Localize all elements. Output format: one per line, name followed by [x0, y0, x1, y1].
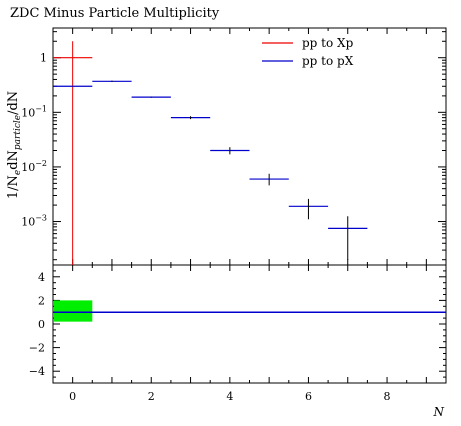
ratio-plot-frame: [52, 264, 447, 384]
ratio-uncertainty-band: [54, 300, 93, 322]
ratio-plot-axes: 0 2 4 6 8 4 2 0 −2 −4: [29, 264, 447, 403]
legend-label: pp to pX: [302, 54, 354, 68]
legend: pp to Xp pp to pX: [262, 36, 354, 68]
ratio-y-tick-label: 2: [38, 294, 45, 307]
y-tick-label: 1: [40, 52, 47, 65]
ratio-y-tick-label: −4: [29, 365, 45, 378]
main-plot-frame: [52, 27, 447, 266]
data-point-pp-to-px: [328, 216, 368, 260]
y-tick-label: 10−3: [21, 214, 47, 229]
x-tick-label: 8: [384, 390, 391, 403]
y-axis-label: 1/NedNparticle/dN: [6, 91, 23, 199]
x-tick-label: 4: [226, 390, 233, 403]
data-point-pp-to-px: [288, 198, 329, 220]
x-tick-label: 6: [305, 390, 312, 403]
x-tick-label: 0: [69, 390, 76, 403]
chart-title: ZDC Minus Particle Multiplicity: [10, 6, 220, 21]
ratio-y-tick-label: −2: [29, 342, 45, 355]
ratio-y-tick-label: 4: [38, 271, 45, 284]
x-axis-label: N: [433, 405, 445, 419]
y-tick-label: 10−1: [21, 104, 47, 119]
data-point-pp-to-px: [210, 147, 250, 155]
legend-label: pp to Xp: [302, 36, 354, 50]
ratio-y-tick-label: 0: [38, 318, 45, 331]
y-tick-label: 10−2: [21, 159, 47, 174]
data-marks: [53, 41, 446, 322]
data-point-pp-to-px: [170, 116, 211, 120]
data-point-pp-to-px: [92, 80, 132, 82]
data-point-pp-to-px: [131, 96, 171, 98]
x-tick-label: 2: [148, 390, 155, 403]
data-point-pp-to-px: [249, 173, 289, 186]
main-plot-axes: 1 10−1 10−2 10−3: [21, 27, 447, 383]
data-point-pp-to-xp: [53, 41, 93, 265]
